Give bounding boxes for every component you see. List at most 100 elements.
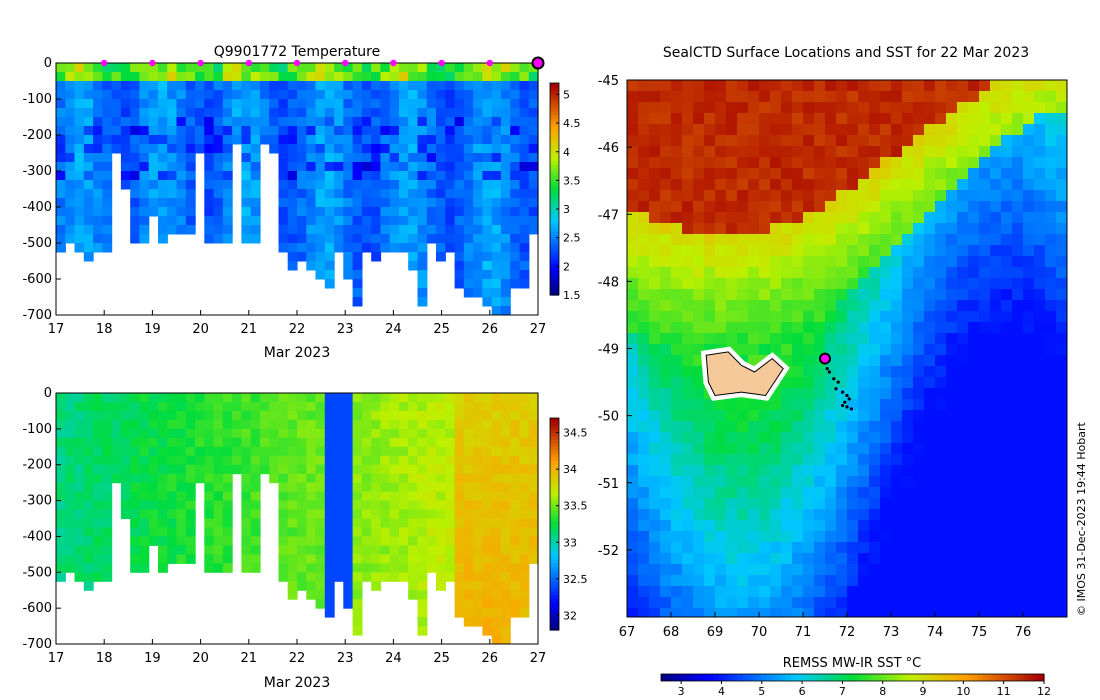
sst-cell: [792, 102, 804, 114]
section-cell: [102, 153, 113, 163]
sst-cell: [814, 399, 826, 411]
sst-cell: [957, 113, 969, 125]
colorbar-segment: [550, 425, 559, 430]
section-cell: [287, 153, 298, 163]
sst-cell: [748, 300, 760, 312]
section-cell: [343, 545, 354, 555]
sst-cell: [990, 179, 1002, 191]
colorbar-segment: [550, 524, 559, 529]
sst-cell: [803, 124, 815, 136]
section-cell: [176, 171, 187, 181]
sst-cell: [715, 410, 727, 422]
sst-cell: [836, 344, 848, 356]
sst-cell: [924, 575, 936, 587]
sst-cell: [990, 80, 1002, 92]
sst-cell: [660, 597, 672, 609]
section-cell: [278, 72, 289, 82]
sst-cell: [1045, 190, 1057, 202]
section-cell: [241, 216, 252, 226]
section-cell: [297, 393, 307, 403]
section-cell: [352, 509, 363, 519]
section-cell: [315, 500, 326, 511]
section-cell: [222, 180, 233, 190]
section-cell: [445, 108, 456, 118]
sst-cell: [924, 289, 936, 301]
section-cell: [380, 437, 391, 448]
sst-cell: [704, 333, 716, 345]
section-cell: [139, 410, 150, 421]
sst-colorbar-frame: [660, 673, 1045, 682]
section-cell: [167, 554, 178, 564]
section-cell: [389, 518, 400, 528]
section-cell: [371, 99, 382, 109]
sst-cell: [946, 311, 958, 323]
sst-cell: [858, 344, 870, 356]
section-cell: [361, 554, 372, 564]
section-cell: [519, 117, 530, 127]
section-cell: [204, 509, 215, 519]
section-cell: [408, 243, 419, 253]
colorbar-segment: [550, 485, 559, 490]
sst-cell: [847, 377, 859, 389]
sst-cell: [1023, 91, 1035, 103]
sst-colorbar-segment: [876, 674, 882, 681]
section-cell: [65, 491, 76, 502]
section-cell: [473, 455, 483, 466]
sst-cell: [902, 520, 914, 532]
colorbar-segment: [550, 206, 559, 211]
sst-cell: [814, 212, 826, 224]
section-cell: [250, 518, 261, 528]
section-cell: [195, 428, 205, 439]
sst-cell: [836, 124, 848, 136]
section-cell: [380, 243, 391, 253]
sst-cell: [847, 366, 859, 378]
section-cell: [361, 216, 372, 226]
sst-cell: [726, 113, 738, 125]
sst-cell: [880, 553, 892, 565]
section-cell: [65, 419, 76, 430]
section-cell: [389, 90, 400, 100]
colorbar-segment: [550, 174, 559, 179]
section-cell: [185, 225, 196, 235]
sst-cell: [726, 333, 738, 345]
section-cell: [510, 509, 521, 519]
section-cell: [343, 393, 354, 403]
section-cell: [324, 590, 335, 600]
sst-colorbar: 3 4 5 6 7 8 9 10 11 12: [660, 673, 1051, 698]
sst-cell: [748, 553, 760, 565]
section-cell: [343, 402, 354, 412]
section-cell: [139, 63, 150, 73]
sst-cell: [726, 168, 738, 180]
sst-cell: [847, 410, 859, 422]
sst-cell: [990, 553, 1002, 565]
section-cell: [93, 153, 103, 163]
section-cell: [65, 518, 76, 528]
section-cell: [500, 563, 511, 573]
section-cell: [241, 554, 252, 564]
section-cell: [167, 117, 178, 127]
sst-cell: [759, 157, 771, 169]
sst-cell: [847, 564, 859, 576]
section-cell: [343, 180, 354, 190]
y-tick-label: -400: [22, 529, 52, 544]
section-cell: [510, 252, 521, 262]
section-cell: [56, 108, 66, 118]
sst-cell: [880, 564, 892, 576]
sst-map-y-ticks: -45-46-47-48-49-50-51-52: [598, 74, 632, 559]
sst-cell: [979, 432, 991, 444]
section-cell: [204, 518, 215, 528]
section-cell: [250, 198, 261, 208]
temperature-title: Q9901772 Temperature: [214, 44, 381, 60]
section-cell: [426, 216, 437, 226]
sst-cell: [869, 487, 881, 499]
section-cell: [463, 207, 474, 217]
sst-cell: [649, 201, 661, 213]
section-cell: [148, 410, 159, 421]
sst-cell: [946, 465, 958, 477]
temperature-y-ticks: 0-100-200-300-400-500-600-700: [22, 56, 61, 323]
section-cell: [519, 527, 530, 537]
section-cell: [56, 189, 66, 199]
section-cell: [148, 189, 159, 199]
section-cell: [380, 464, 391, 475]
section-cell: [93, 207, 103, 217]
